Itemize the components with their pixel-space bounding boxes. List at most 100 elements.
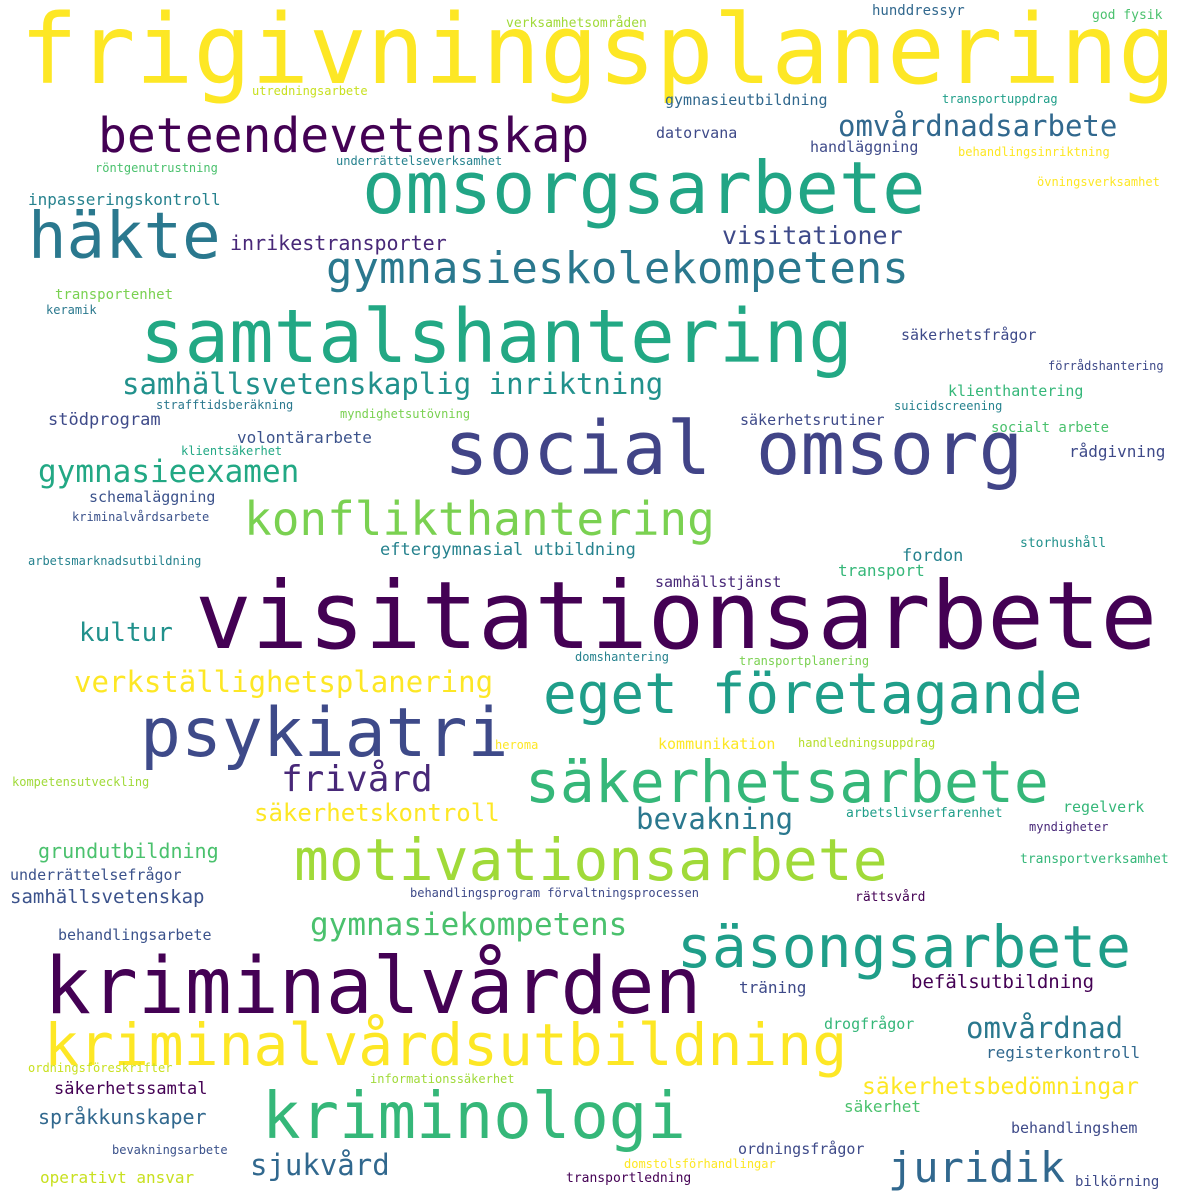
cloud-word: suicidscreening — [894, 399, 1003, 413]
cloud-word: samhällsvetenskap — [10, 886, 205, 908]
cloud-word: transport — [838, 561, 925, 580]
cloud-word: keramik — [46, 303, 97, 317]
cloud-word: drogfrågor — [824, 1015, 915, 1033]
cloud-word: säkerhetsrutiner — [740, 411, 885, 429]
cloud-word: visitationsarbete — [195, 562, 1158, 671]
cloud-word: gymnasieutbildning — [665, 91, 828, 109]
cloud-word: hunddressyr — [872, 3, 965, 19]
cloud-word: fordon — [902, 546, 964, 566]
cloud-word: gymnasieskolekompetens — [326, 243, 909, 294]
cloud-word: klienthantering — [948, 382, 1084, 400]
cloud-word: domshantering — [575, 650, 669, 664]
cloud-word: heroma — [495, 738, 539, 752]
cloud-word: kriminalvårdsutbildning — [44, 1011, 848, 1079]
cloud-word: säkerhetskontroll — [254, 799, 500, 827]
cloud-word: volontärarbete — [237, 428, 372, 447]
cloud-word: visitationer — [722, 221, 903, 250]
cloud-word: kompetensutveckling — [12, 775, 150, 789]
cloud-word: transportuppdrag — [942, 92, 1058, 106]
cloud-word: klientsäkerhet — [181, 444, 283, 458]
cloud-word: kommunikation — [658, 735, 776, 753]
cloud-word: bevakningsarbete — [112, 1143, 228, 1157]
cloud-word: övningsverksamhet — [1037, 175, 1160, 189]
cloud-word: arbetsmarknadsutbildning — [28, 554, 202, 568]
cloud-word: domstolsförhandlingar — [624, 1157, 776, 1171]
cloud-word: operativt ansvar — [40, 1168, 195, 1187]
cloud-word: juridik — [888, 1143, 1066, 1192]
cloud-word: transportenhet — [55, 287, 174, 303]
cloud-word: sjukvård — [250, 1148, 390, 1182]
cloud-word: inrikestransporter — [230, 231, 447, 255]
cloud-word: träning — [739, 978, 807, 997]
cloud-word: underrättelseverksamhet — [336, 154, 503, 168]
cloud-word: frivård — [281, 759, 433, 800]
cloud-word: ordningsföreskrifter — [28, 1061, 173, 1075]
cloud-word: frigivningsplanering — [20, 0, 1176, 106]
cloud-word: kriminalvårdsarbete — [72, 510, 210, 524]
cloud-word: röntgenutrustning — [95, 161, 218, 175]
cloud-word: säkerhetsbedömningar — [862, 1074, 1139, 1100]
cloud-word: handläggning — [810, 138, 919, 156]
cloud-word: strafftidsberäkning — [156, 398, 294, 412]
cloud-word: behandlingsinriktning — [958, 145, 1110, 159]
cloud-word: social omsorg — [444, 406, 1024, 492]
cloud-word: säkerhet — [844, 1097, 922, 1116]
cloud-word: myndighetsutövning — [340, 407, 471, 421]
cloud-word: arbetslivserfarenhet — [846, 806, 1003, 821]
cloud-word: psykiatri — [140, 694, 509, 773]
cloud-word: regelverk — [1063, 798, 1145, 816]
cloud-word: konflikthantering — [244, 492, 715, 546]
cloud-word: schemaläggning — [89, 488, 216, 506]
cloud-word: kriminalvården — [44, 942, 702, 1032]
cloud-word: samhällsvetenskaplig inriktning — [122, 367, 664, 401]
cloud-word: rådgivning — [1069, 442, 1166, 461]
cloud-word: behandlingsarbete — [58, 926, 212, 944]
cloud-word: säkerhetssamtal — [54, 1079, 208, 1099]
cloud-word: utredningsarbete — [252, 84, 368, 98]
cloud-word: säsongsarbete — [677, 913, 1131, 981]
cloud-word: transportledning — [566, 1171, 692, 1186]
cloud-word: datorvana — [656, 124, 738, 142]
cloud-word: socialt arbete — [991, 420, 1110, 436]
cloud-word: beteendevetenskap — [98, 108, 590, 164]
cloud-word: säkerhetsarbete — [525, 748, 1049, 816]
cloud-word: god fysik — [1092, 8, 1163, 23]
cloud-word: gymnasieexamen — [38, 454, 300, 490]
cloud-word: myndigheter — [1029, 820, 1109, 834]
cloud-word: säkerhetsfrågor — [901, 326, 1037, 344]
cloud-word: kriminologi — [262, 1080, 686, 1154]
cloud-word: rättsvård — [855, 890, 926, 905]
cloud-word: eget företagande — [543, 662, 1083, 727]
cloud-word: bevakning — [636, 802, 794, 836]
cloud-word: förrådshantering — [1048, 359, 1164, 373]
cloud-word: samhällstjänst — [655, 573, 782, 591]
cloud-word: kultur — [79, 618, 173, 648]
cloud-word: verksamhetsområden — [506, 16, 647, 31]
cloud-word: motivationsarbete — [294, 826, 888, 894]
cloud-word: omvårdnad — [966, 1011, 1124, 1045]
cloud-word: omvårdnadsarbete — [838, 109, 1118, 143]
cloud-word: behandlingshem — [1011, 1119, 1138, 1137]
cloud-word: transportplanering — [739, 654, 870, 668]
cloud-word: eftergymnasial utbildning — [380, 540, 636, 560]
cloud-word: verkställighetsplanering — [74, 665, 494, 699]
cloud-word: omsorgsarbete — [362, 146, 926, 230]
cloud-word: inpasseringskontroll — [28, 190, 221, 209]
cloud-word: bilkörning — [1075, 1174, 1160, 1190]
cloud-word: underrättelsefrågor — [10, 866, 182, 884]
cloud-word: informationssäkerhet — [370, 1072, 515, 1086]
cloud-word: handledningsuppdrag — [798, 736, 936, 750]
cloud-word: grundutbildning — [38, 839, 219, 863]
cloud-word: registerkontroll — [986, 1043, 1141, 1062]
cloud-word: transportverksamhet — [1020, 852, 1169, 867]
cloud-word: storhushåll — [1020, 536, 1107, 551]
cloud-word: språkkunskaper — [38, 1105, 207, 1129]
cloud-word: ordningsfrågor — [738, 1140, 865, 1158]
cloud-word: samtalshantering — [140, 294, 853, 380]
cloud-word: behandlingsprogram förvaltningsprocessen — [410, 886, 699, 900]
cloud-word: häkte — [28, 200, 221, 274]
cloud-word: stödprogram — [48, 410, 161, 430]
cloud-word: gymnasiekompetens — [310, 907, 628, 943]
cloud-word: befälsutbildning — [911, 971, 1095, 993]
